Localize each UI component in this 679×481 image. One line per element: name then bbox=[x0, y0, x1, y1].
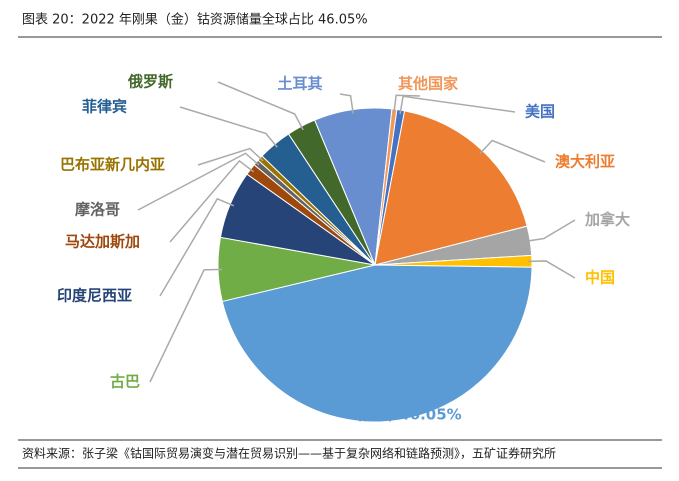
slice-label: 土耳其 bbox=[277, 75, 322, 93]
leader-line bbox=[179, 106, 278, 148]
leader-line bbox=[137, 152, 260, 211]
slice-label: 中国 bbox=[585, 269, 615, 287]
leader-line bbox=[526, 219, 576, 243]
leader-line bbox=[399, 95, 516, 115]
slice-label: 刚果, 46.05% bbox=[358, 406, 461, 424]
slice-label: 巴布亚新几内亚 bbox=[60, 156, 165, 174]
leader-line bbox=[479, 139, 546, 163]
pie-slice bbox=[221, 264, 533, 423]
chart-title: 图表 20：2022 年刚果（金）钴资源储量全球占比 46.05% bbox=[22, 12, 368, 28]
leader-line bbox=[217, 81, 304, 131]
slice-label: 马达加斯加 bbox=[65, 233, 140, 251]
slice-label: 俄罗斯 bbox=[127, 73, 173, 91]
leader-line bbox=[339, 93, 354, 114]
leader-line bbox=[169, 159, 255, 243]
slice-label: 菲律宾 bbox=[82, 98, 127, 116]
slice-label: 其他国家 bbox=[398, 75, 458, 93]
leader-line bbox=[197, 147, 264, 166]
slice-label: 美国 bbox=[525, 103, 555, 121]
leader-line bbox=[149, 268, 223, 383]
source-note: 资料来源：张子梁《钴国际贸易演变与潜在贸易识别——基于复杂网络和链路预测》，五矿… bbox=[22, 446, 556, 461]
slice-label: 加拿大 bbox=[584, 211, 630, 229]
slice-label: 古巴 bbox=[110, 373, 140, 391]
leader-line bbox=[527, 260, 576, 279]
leader-line bbox=[159, 197, 235, 297]
slice-label: 摩洛哥 bbox=[75, 201, 120, 219]
leader-line bbox=[393, 94, 421, 114]
slice-label: 印度尼西亚 bbox=[57, 287, 132, 305]
slice-label: 澳大利亚 bbox=[555, 153, 615, 171]
